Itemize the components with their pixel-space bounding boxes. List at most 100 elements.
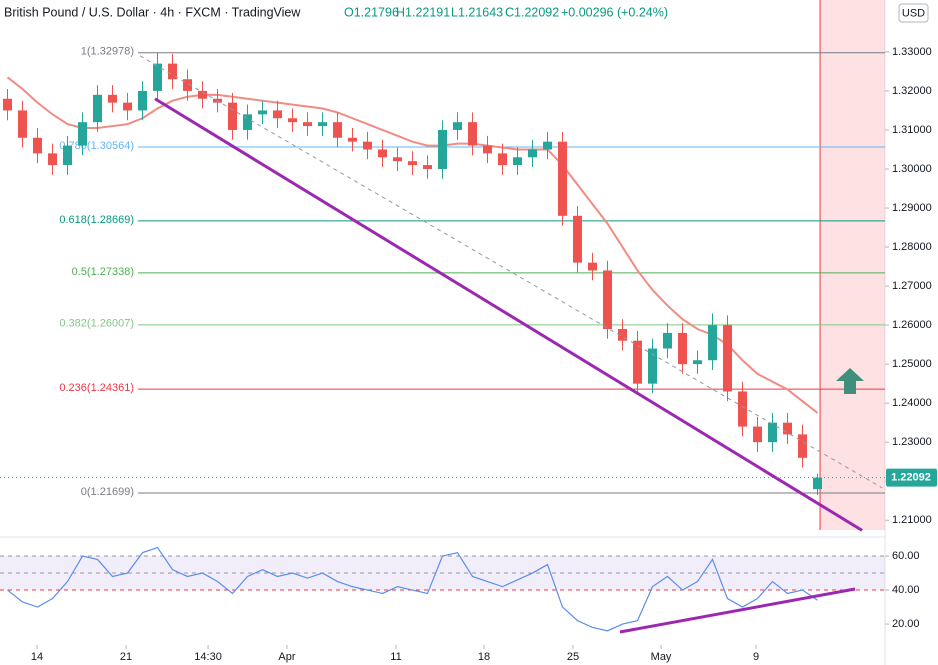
ohlc-close: C1.22092 bbox=[505, 5, 559, 19]
candle-body bbox=[768, 422, 777, 443]
candle-body bbox=[633, 340, 642, 384]
fib-label: 0.5(1.27338) bbox=[72, 266, 134, 278]
candle-body bbox=[348, 137, 357, 142]
candle-body bbox=[243, 114, 252, 130]
x-tick-label: 25 bbox=[567, 651, 579, 663]
x-tick-label: Apr bbox=[278, 651, 295, 663]
candle-body bbox=[93, 94, 102, 123]
candle-body bbox=[798, 434, 807, 458]
currency-button[interactable] bbox=[898, 3, 929, 23]
candle-body bbox=[513, 157, 522, 166]
y-tick-label: 1.26000 bbox=[892, 319, 932, 331]
y-tick-label: 20.00 bbox=[892, 618, 920, 630]
candle-body bbox=[573, 215, 582, 263]
y-tick-label: 1.21000 bbox=[892, 514, 932, 526]
candle-body bbox=[198, 90, 207, 99]
candle-body bbox=[708, 325, 717, 361]
candle-body bbox=[528, 149, 537, 158]
y-tick-label: 1.28000 bbox=[892, 241, 932, 253]
candle-body bbox=[468, 122, 477, 146]
candle-body bbox=[483, 145, 492, 154]
y-tick-label: 1.24000 bbox=[892, 397, 932, 409]
x-tick-label: 14 bbox=[31, 651, 43, 663]
up-arrow-icon bbox=[836, 368, 864, 394]
y-tick-label: 60.00 bbox=[892, 550, 920, 562]
candle-body bbox=[3, 98, 12, 111]
candle-body bbox=[453, 122, 462, 130]
y-tick-label: 1.31000 bbox=[892, 124, 932, 136]
candle-body bbox=[618, 329, 627, 341]
candle-body bbox=[663, 332, 672, 349]
candle-body bbox=[78, 122, 87, 146]
x-tick-label: 11 bbox=[390, 651, 401, 663]
y-tick-label: 1.23000 bbox=[892, 436, 932, 448]
ohlc-high: H1.22191 bbox=[396, 5, 450, 19]
x-tick-label: May bbox=[651, 651, 672, 663]
fib-label: 0.618(1.28669) bbox=[59, 214, 134, 226]
candle-body bbox=[603, 270, 612, 330]
y-tick-label: 1.27000 bbox=[892, 280, 932, 292]
last-price-label: 1.22092 bbox=[891, 472, 931, 484]
candle-body bbox=[363, 141, 372, 150]
candle-body bbox=[18, 110, 27, 138]
x-tick-label: 9 bbox=[753, 651, 759, 663]
symbol-title: British Pound / U.S. Dollar · 4h · FXCM … bbox=[4, 5, 301, 19]
candle-body bbox=[753, 426, 762, 443]
header: British Pound / U.S. Dollar · 4h · FXCM … bbox=[4, 5, 668, 19]
candle-body bbox=[138, 90, 147, 111]
candle-body bbox=[408, 161, 417, 166]
ohlc-low: L1.21643 bbox=[451, 5, 503, 19]
y-tick-label: 1.32000 bbox=[892, 85, 932, 97]
candle-body bbox=[303, 122, 312, 127]
candle-body bbox=[48, 153, 57, 166]
trendline bbox=[154, 97, 863, 532]
candle-body bbox=[183, 79, 192, 91]
currency-label: USD bbox=[902, 7, 925, 19]
fib-label: 0(1.21699) bbox=[81, 486, 134, 498]
fib-label: 0.236(1.24361) bbox=[59, 382, 134, 394]
candle-body bbox=[168, 63, 177, 80]
trendline bbox=[619, 587, 856, 634]
candle-body bbox=[393, 157, 402, 162]
candle-body bbox=[543, 141, 552, 150]
y-tick-label: 1.30000 bbox=[892, 163, 932, 175]
candle-body bbox=[153, 63, 162, 91]
candle-body bbox=[588, 262, 597, 271]
candle-body bbox=[378, 149, 387, 158]
y-tick-label: 1.25000 bbox=[892, 358, 932, 370]
candle-body bbox=[318, 122, 327, 127]
x-tick-label: 21 bbox=[120, 651, 132, 663]
highlight-zone bbox=[820, 0, 885, 530]
candle-body bbox=[333, 122, 342, 138]
candle-body bbox=[423, 165, 432, 169]
candle-body bbox=[723, 325, 732, 392]
ohlc-change: +0.00296 (+0.24%) bbox=[561, 5, 668, 19]
fib-label: 0.382(1.26007) bbox=[59, 318, 134, 330]
last-price-box bbox=[886, 468, 937, 487]
rsi-line bbox=[7, 546, 818, 632]
candle-body bbox=[498, 153, 507, 166]
x-tick-label: 18 bbox=[478, 651, 490, 663]
candle-body bbox=[63, 145, 72, 166]
candle-body bbox=[108, 94, 117, 103]
candle-body bbox=[273, 110, 282, 119]
candle-body bbox=[648, 348, 657, 384]
candle-body bbox=[738, 391, 747, 427]
candle-body bbox=[33, 137, 42, 154]
x-tick-label: 14:30 bbox=[194, 651, 222, 663]
candle-body bbox=[813, 477, 822, 490]
y-tick-label: 1.29000 bbox=[892, 202, 932, 214]
candle-body bbox=[288, 118, 297, 123]
candle-body bbox=[693, 360, 702, 365]
candle-body bbox=[438, 129, 447, 169]
candle-body bbox=[258, 110, 267, 115]
y-tick-label: 1.33000 bbox=[892, 46, 932, 58]
candle-body bbox=[123, 102, 132, 111]
fib-label: 1(1.32978) bbox=[81, 46, 134, 58]
candle-body bbox=[228, 102, 237, 130]
candle-body bbox=[783, 422, 792, 435]
candle-body bbox=[558, 141, 567, 216]
y-tick-label: 40.00 bbox=[892, 584, 920, 596]
ohlc-open: O1.21796 bbox=[344, 5, 399, 19]
